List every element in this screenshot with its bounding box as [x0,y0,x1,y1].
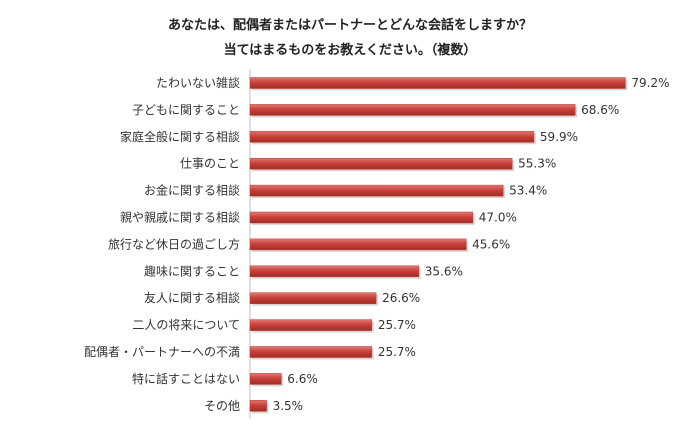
value-label: 26.6% [382,291,420,305]
value-label: 35.6% [425,264,463,278]
category-label: 子どもに関すること [132,103,240,117]
bar [249,104,576,116]
bar [249,184,504,197]
value-label: 68.6% [581,103,619,117]
value-label: 3.5% [273,399,304,413]
value-label: 79.2% [631,76,669,90]
category-label: 趣味に関すること [144,263,240,278]
value-label: 25.7% [378,318,416,332]
category-label: 特に話すことはない [132,371,240,386]
bar [249,211,474,224]
value-label: 6.6% [287,372,318,386]
category-label: 二人の将来について [132,318,240,332]
category-label: 旅行など休日の過ごし方 [108,236,240,251]
value-label: 55.3% [518,157,556,171]
chart-title-line-2: 当てはまるものをお教えください。（複数） [223,43,477,58]
category-label: 友人に関する相談 [144,290,240,305]
bar [249,131,535,143]
bar [249,238,467,251]
bar [249,346,373,358]
bar [249,265,419,278]
bar [249,157,513,170]
bar [249,373,282,385]
category-label: 仕事のこと [180,157,240,171]
value-label: 53.4% [509,184,547,198]
category-label: 家庭全般に関する相談 [120,129,240,144]
bar [249,292,377,304]
value-label: 47.0% [479,211,517,225]
bar [249,77,626,89]
value-label: 45.6% [472,237,510,251]
category-label: 配偶者・パートナーへの不満 [84,345,240,359]
category-label: その他 [204,399,240,413]
bar [249,400,267,412]
value-label: 59.9% [540,130,578,144]
bar [249,319,373,331]
category-label: お金に関する相談 [144,183,240,198]
category-label: 親や親戚に関する相談 [120,210,240,225]
category-label: たわいない雑談 [156,75,240,90]
chart-title-line-1: あなたは、配偶者またはパートナーとどんな会話をしますか？ [167,18,532,33]
value-label: 25.7% [378,345,416,359]
